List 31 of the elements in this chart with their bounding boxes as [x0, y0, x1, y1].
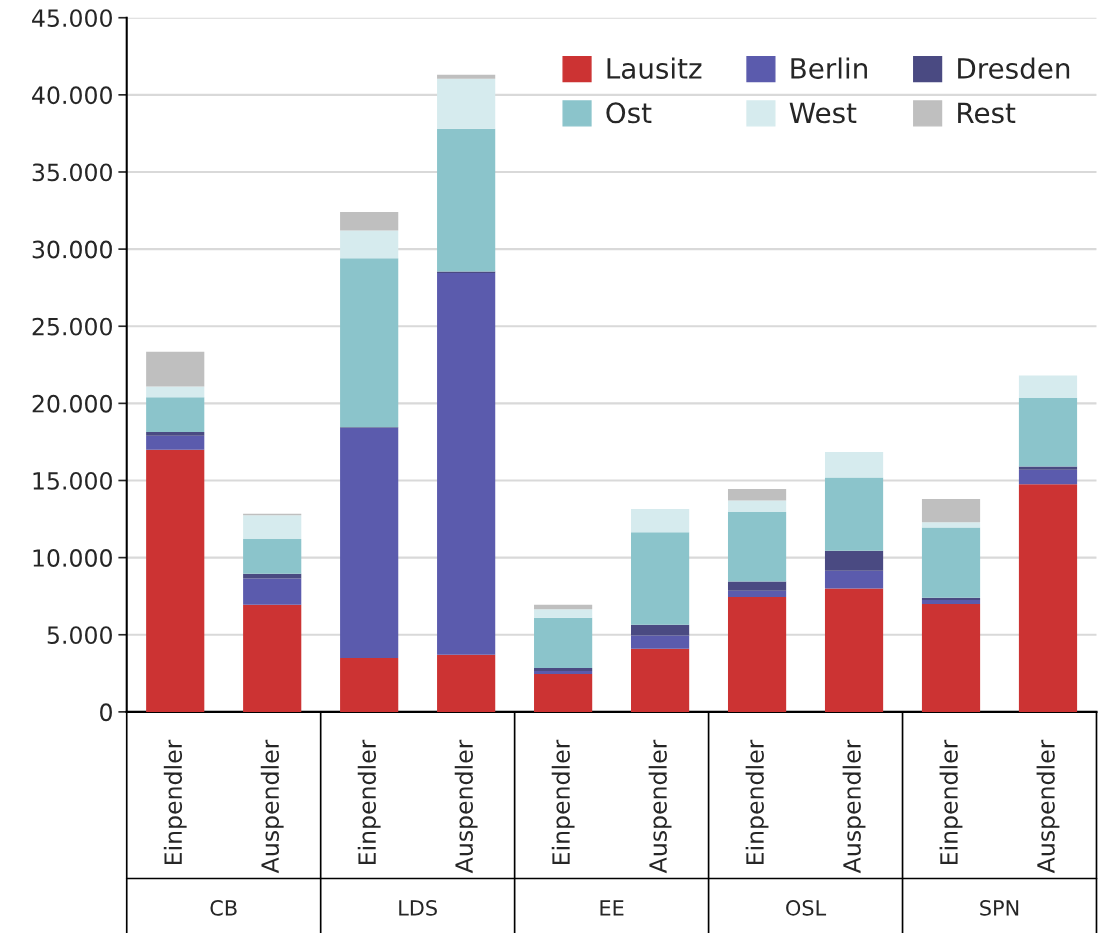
x-tick-label: Auspendler	[842, 739, 866, 874]
x-tick-label: Einpendler	[357, 739, 381, 865]
legend-label: West	[789, 102, 857, 124]
y-tick-label: 35.000	[32, 163, 112, 182]
y-tick-label: 20.000	[32, 394, 112, 413]
legend-label: Dresden	[958, 57, 1070, 79]
legend-label: Rest	[958, 102, 1016, 124]
x-tick-label: Einpendler	[745, 739, 769, 865]
legend-label: Ost	[606, 102, 652, 124]
y-tick-label: 30.000	[32, 240, 112, 259]
x-tick-label: Einpendler	[939, 739, 963, 865]
y-tick-label: 25.000	[32, 317, 112, 336]
x-tick-label: Auspendler	[648, 739, 672, 874]
y-tick-label: 40.000	[32, 86, 112, 105]
y-tick-label: 45.000	[32, 9, 112, 28]
y-tick-label: 5.000	[47, 626, 112, 645]
text: EE	[600, 900, 624, 916]
y-tick-label: 15.000	[33, 471, 112, 490]
text: OSL	[786, 900, 827, 916]
legend-label: Berlin	[791, 57, 867, 79]
x-tick-label: Auspendler	[260, 739, 284, 874]
text: CB	[210, 900, 237, 916]
text: SPN	[980, 900, 1019, 916]
text: LDS	[399, 900, 437, 916]
y-tick-label: 10.000	[33, 549, 112, 567]
x-tick-label: Auspendler	[454, 739, 478, 874]
y-tick-label: 0	[100, 703, 112, 722]
x-tick-label: Einpendler	[551, 739, 575, 865]
x-tick-label: Auspendler	[1036, 739, 1060, 874]
x-tick-label: Einpendler	[163, 739, 187, 865]
legend-label: Lausitz	[607, 57, 702, 79]
